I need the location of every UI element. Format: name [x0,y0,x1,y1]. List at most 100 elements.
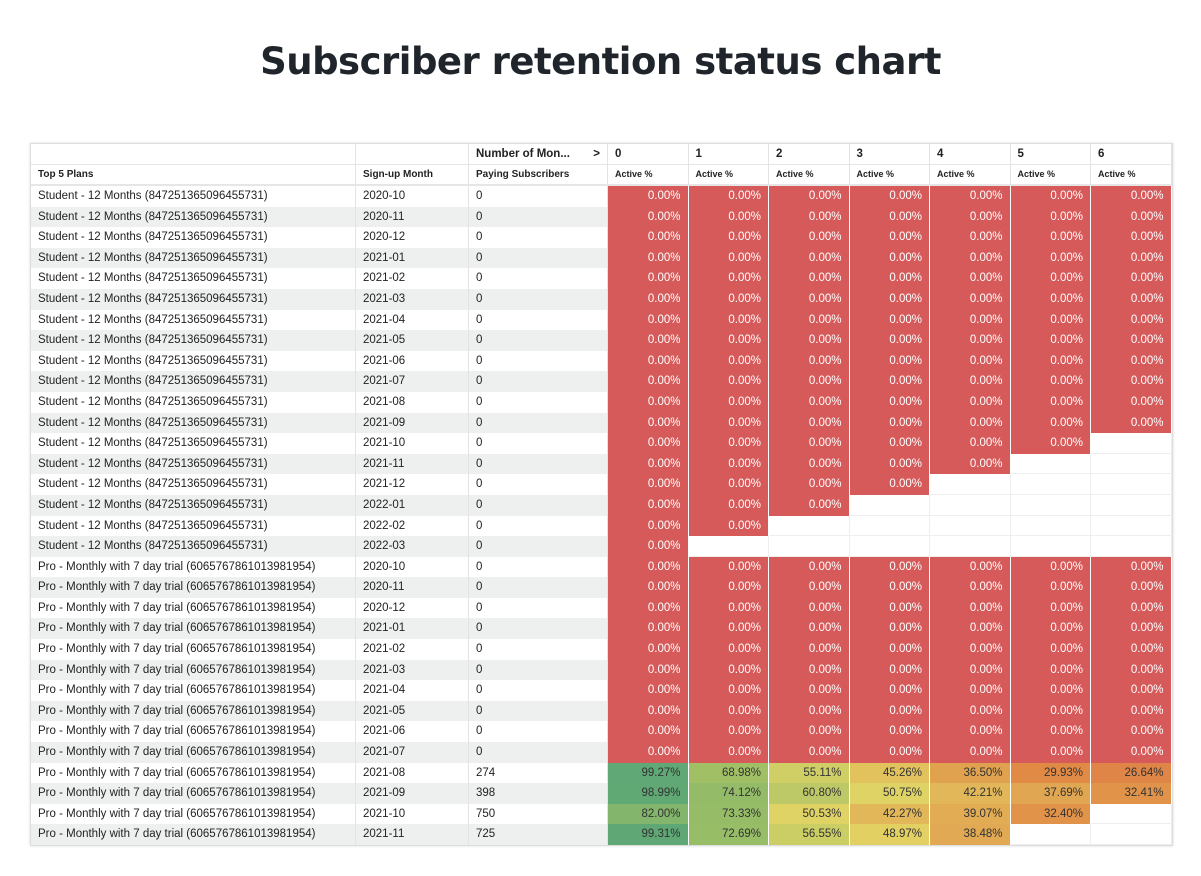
active-pct-cell: 0.00% [769,700,850,722]
pivot-field-header[interactable]: Number of Mon... > [469,144,608,164]
empty-cell [1091,494,1172,516]
paying-subscribers-cell: 0 [469,309,608,331]
chevron-right-icon[interactable]: > [593,148,600,160]
active-pct-cell: 0.00% [608,412,689,434]
active-pct-header[interactable]: Active % [850,165,930,184]
paying-subscribers-cell: 0 [469,494,608,516]
active-pct-cell: 0.00% [849,618,930,640]
signup-month-cell: 2021-02 [356,268,469,289]
signup-month-cell: 2020-11 [356,577,469,598]
active-pct-cell: 0.00% [930,577,1011,598]
plan-cell: Pro - Monthly with 7 day trial (60657678… [31,783,356,804]
active-pct-header[interactable]: Active % [769,165,850,184]
paying-subscribers-cell: 0 [469,350,608,372]
active-pct-cell: 0.00% [688,371,769,392]
paying-subscribers-cell: 0 [469,721,608,743]
active-pct-cell: 0.00% [769,618,850,640]
month-column-header[interactable]: 5 [1011,144,1091,164]
active-pct-cell: 98.99% [608,783,689,804]
header-paying-subscribers[interactable]: Paying Subscribers [469,165,608,184]
active-pct-cell: 0.00% [930,597,1011,619]
active-pct-cell: 0.00% [849,268,930,289]
active-pct-header[interactable]: Active % [930,165,1011,184]
active-pct-cell: 0.00% [688,309,769,331]
active-pct-cell: 72.69% [688,824,769,845]
active-pct-cell: 0.00% [608,536,689,557]
month-column-header[interactable]: 3 [850,144,930,164]
active-pct-cell: 0.00% [769,371,850,392]
month-column-header[interactable]: 1 [689,144,769,164]
month-column-header[interactable]: 2 [769,144,850,164]
plan-cell: Student - 12 Months (847251365096455731) [31,391,356,413]
paying-subscribers-cell: 0 [469,597,608,619]
table-row: Student - 12 Months (847251365096455731)… [31,391,1172,413]
active-pct-cell: 0.00% [849,700,930,722]
paying-subscribers-cell: 0 [469,268,608,289]
table-row: Student - 12 Months (847251365096455731)… [31,288,1172,310]
header-signup-month[interactable]: Sign-up Month [356,165,469,184]
active-pct-cell: 0.00% [688,659,769,681]
empty-cell [769,515,850,537]
paying-subscribers-cell: 0 [469,412,608,434]
signup-month-cell: 2021-08 [356,762,469,784]
table-row: Pro - Monthly with 7 day trial (60657678… [31,659,1172,681]
table-row: Student - 12 Months (847251365096455731)… [31,309,1172,331]
active-pct-cell: 0.00% [849,371,930,392]
plan-cell: Pro - Monthly with 7 day trial (60657678… [31,577,356,598]
empty-cell [1091,474,1172,495]
active-pct-cell: 0.00% [1091,350,1172,372]
plan-cell: Student - 12 Months (847251365096455731) [31,268,356,289]
active-pct-cell: 0.00% [769,412,850,434]
active-pct-cell: 0.00% [1010,350,1091,372]
paying-subscribers-cell: 0 [469,515,608,537]
active-pct-cell: 0.00% [769,494,850,516]
paying-subscribers-cell: 398 [469,783,608,804]
active-pct-cell: 74.12% [688,783,769,804]
paying-subscribers-cell: 0 [469,206,608,228]
table-row: Student - 12 Months (847251365096455731)… [31,247,1172,269]
plan-cell: Student - 12 Months (847251365096455731) [31,412,356,434]
plan-cell: Student - 12 Months (847251365096455731) [31,227,356,248]
active-pct-cell: 0.00% [849,391,930,413]
table-row: Pro - Monthly with 7 day trial (60657678… [31,618,1172,640]
active-pct-cell: 0.00% [1091,330,1172,351]
active-pct-cell: 0.00% [608,721,689,743]
active-pct-cell: 0.00% [688,742,769,763]
active-pct-cell: 0.00% [1091,556,1172,578]
plan-cell: Student - 12 Months (847251365096455731) [31,186,356,207]
active-pct-header[interactable]: Active % [1011,165,1091,184]
plan-cell: Student - 12 Months (847251365096455731) [31,536,356,557]
active-pct-header[interactable]: Active % [1091,165,1172,184]
plan-cell: Student - 12 Months (847251365096455731) [31,371,356,392]
plan-cell: Student - 12 Months (847251365096455731) [31,515,356,537]
header-plans[interactable]: Top 5 Plans [31,165,356,184]
active-pct-header[interactable]: Active % [608,165,689,184]
blank-header [356,144,469,164]
active-pct-cell: 0.00% [849,186,930,207]
active-pct-cell: 0.00% [769,577,850,598]
table-row: Pro - Monthly with 7 day trial (60657678… [31,597,1172,619]
active-pct-cell: 38.48% [930,824,1011,845]
active-pct-cell: 0.00% [608,659,689,681]
month-column-header[interactable]: 0 [608,144,689,164]
active-pct-cell: 0.00% [1091,371,1172,392]
month-column-header[interactable]: 6 [1091,144,1172,164]
active-pct-cell: 0.00% [769,721,850,743]
table-row: Pro - Monthly with 7 day trial (60657678… [31,680,1172,701]
active-pct-cell: 68.98% [688,762,769,784]
paying-subscribers-cell: 0 [469,639,608,660]
active-pct-cell: 0.00% [1010,597,1091,619]
plan-cell: Pro - Monthly with 7 day trial (60657678… [31,803,356,825]
active-pct-cell: 0.00% [1010,700,1091,722]
active-pct-cell: 0.00% [1010,577,1091,598]
paying-subscribers-cell: 0 [469,680,608,701]
active-pct-cell: 0.00% [1091,680,1172,701]
active-pct-cell: 0.00% [608,391,689,413]
month-column-header[interactable]: 4 [930,144,1011,164]
active-pct-cell: 50.75% [849,783,930,804]
active-pct-cell: 32.41% [1091,783,1172,804]
active-pct-header[interactable]: Active % [689,165,769,184]
signup-month-cell: 2021-07 [356,742,469,763]
paying-subscribers-cell: 274 [469,762,608,784]
